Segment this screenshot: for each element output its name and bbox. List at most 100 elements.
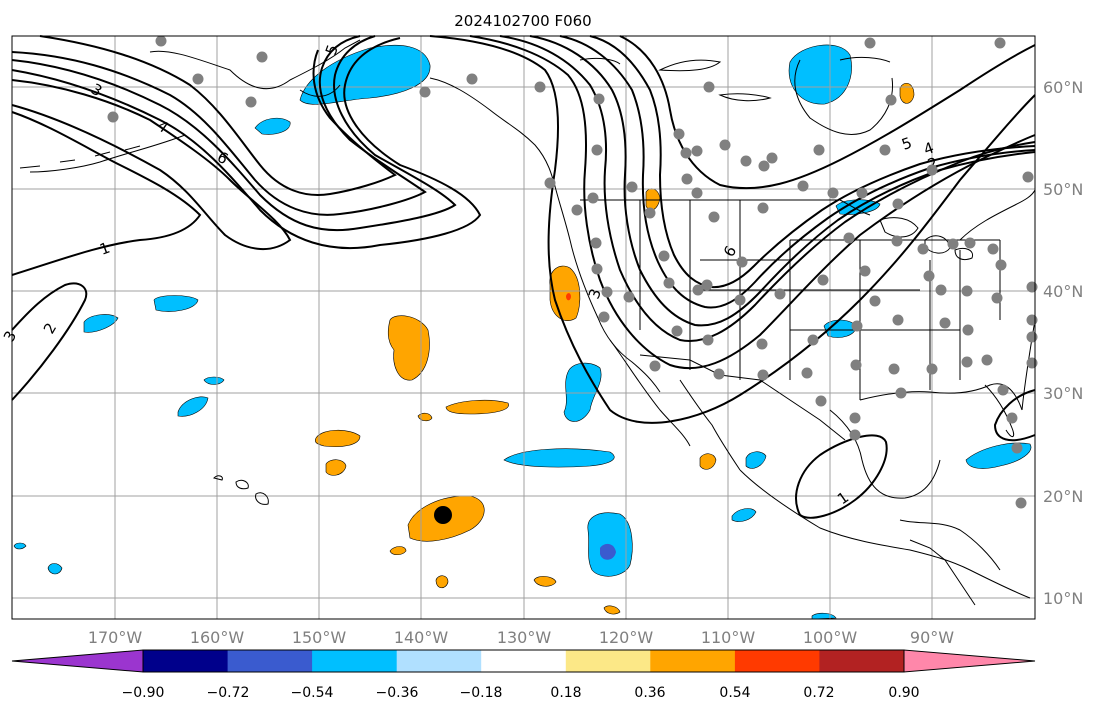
colorbar-segment [396,650,482,672]
shade-pacific-west-orange [314,429,361,447]
station-marker [892,314,904,326]
colorbar-tick-label: 0.90 [888,685,919,701]
station-marker [419,86,431,98]
station-marker [534,81,546,93]
station-marker [961,285,973,297]
station-marker [879,144,891,156]
station-marker [713,368,725,380]
colorbar-tick-label: 0.72 [803,685,834,701]
station-marker [817,274,829,286]
florida [984,384,1015,437]
mexico-coast [739,469,1031,599]
contour-3-north [11,37,482,249]
colorbar-extend-low [11,649,144,673]
colorbar-tick-label: −0.54 [291,685,334,701]
station-marker [681,173,693,185]
shade-baja-blue [563,362,602,422]
station-marker [807,334,819,346]
contour-6-north [39,35,397,196]
shade-tiny-orange-4 [603,605,621,615]
station-marker [757,202,769,214]
shade-pacific-center-orange [387,315,430,381]
shade-hudson-orange [899,82,915,104]
baja-coast [609,339,741,471]
colorbar-segment [227,650,313,672]
station-marker [774,288,786,300]
contour-2-north [11,79,292,251]
contour-east-1 [619,35,1036,190]
colorbar: −0.90 −0.72 −0.54 −0.36 −0.18 0.18 0.36 … [11,649,1036,701]
lat-label: 20°N [1043,487,1083,506]
figure-title: 2024102700 F060 [454,12,591,30]
station-marker [671,325,683,337]
station-marker [1006,412,1018,424]
station-marker [590,237,602,249]
lon-label: 150°W [292,628,347,647]
shade-west-blue-2 [153,295,199,312]
station-marker [981,354,993,366]
station-marker [947,238,959,250]
station-marker [736,256,748,268]
lon-label: 120°W [599,628,654,647]
station-marker [964,237,976,249]
shade-west-blue-6 [13,542,27,550]
hawaii [213,475,269,505]
station-marker [734,294,746,306]
station-marker [1011,442,1023,454]
station-marker [987,243,999,255]
lon-label: 130°W [497,628,552,647]
station-marker [598,311,610,323]
station-marker [827,187,839,199]
colorbar-extend-high [903,649,1036,673]
station-marker [813,144,825,156]
station-marker [571,204,583,216]
station-marker [1026,331,1038,343]
shade-california-red [566,293,571,301]
station-marker [544,177,556,189]
coastlines [19,39,1036,606]
station-marker [245,96,257,108]
station-marker [702,334,714,346]
map-panel: 1 2 3 4 5 6 3 6 3 5 4 2 1 [0,35,1038,620]
station-marker [680,147,692,159]
station-marker [703,81,715,93]
shade-mexico-blue [745,451,767,469]
contour-5-north [11,35,427,216]
contour-south-1 [11,282,88,401]
station-marker [691,145,703,157]
station-marker [885,94,897,106]
station-marker [673,128,685,140]
colorbar-segment [312,650,398,672]
colorbar-tick-label: 0.18 [550,685,581,701]
map-frame [11,35,1036,620]
contour-atlantic-1 [993,389,1036,442]
colorbar-segment [819,650,905,672]
lon-label: 160°W [190,628,245,647]
shade-subtropic-blue [503,448,615,468]
station-marker [591,144,603,156]
station-marker [888,363,900,375]
shade-pacific-mid-orange [325,459,347,476]
colorbar-tick-label: −0.36 [376,685,419,701]
station-marker [256,51,268,63]
station-marker [626,181,638,193]
station-marker [591,263,603,275]
station-marker [850,359,862,371]
station-marker [601,286,613,298]
station-marker [997,384,1009,396]
shade-tiny-orange-1 [389,546,407,556]
shade-tiny-orange-2 [435,575,449,589]
station-marker [994,37,1006,49]
station-marker [923,270,935,282]
shade-gulf-alaska-blue [299,44,431,105]
station-marker [926,363,938,375]
station-marker [1026,314,1038,326]
station-marker [815,395,827,407]
station-marker [851,320,863,332]
station-marker [869,295,881,307]
lon-label: 110°W [701,628,756,647]
station-marker [466,73,478,85]
contour-trough-outer [429,35,1036,424]
station-marker [766,152,778,164]
lon-label: 170°W [88,628,143,647]
